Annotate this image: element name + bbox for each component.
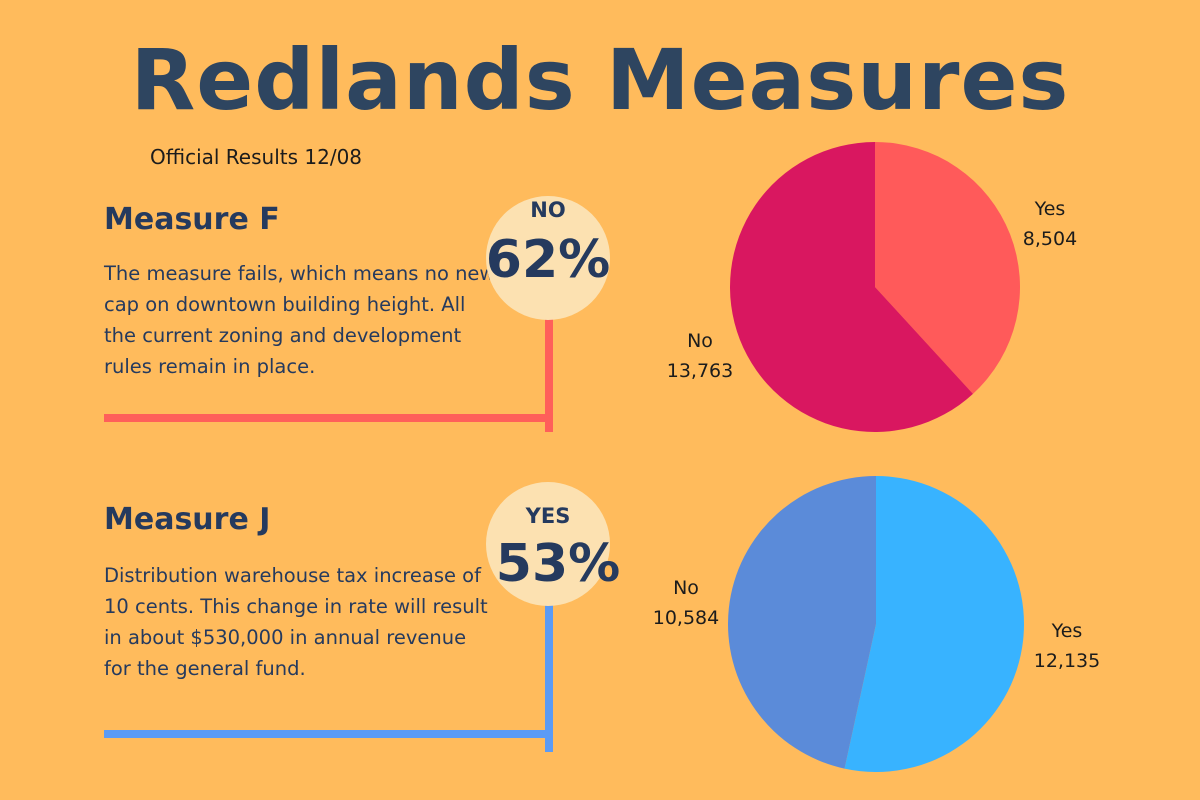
page-subtitle: Official Results 12/08: [150, 145, 363, 169]
measure-j-yes-label: Yes: [1051, 620, 1083, 642]
measure-j-underline: [104, 730, 552, 738]
measure-f-description: The measure fails, which means no new ca…: [104, 262, 496, 378]
measure-j-slice-yes: [844, 476, 1024, 772]
measure-f-result-percent: 62%: [485, 230, 611, 290]
measure-j-no-label: No: [673, 577, 699, 599]
measure-j-description: Distribution warehouse tax increase of 1…: [104, 564, 488, 680]
measure-j-result-badge: YES 53%: [486, 482, 620, 606]
measure-j-pie-label-no: No 10,584: [636, 573, 736, 633]
measure-f-heading: Measure F: [104, 202, 280, 237]
measure-f-pie-chart: [729, 142, 1020, 432]
measure-j-slice-no: [727, 476, 876, 769]
measure-f-pie-label-no: No 13,763: [650, 326, 750, 386]
measure-f-connector: [545, 318, 553, 432]
measure-f-no-label: No: [687, 330, 713, 352]
measure-j-result-label: YES: [525, 504, 571, 528]
measure-j-connector: [545, 600, 553, 752]
measure-f-no-value: 13,763: [666, 360, 734, 382]
measure-f-slice-no: [729, 142, 973, 432]
measure-j-pie-chart: [727, 476, 1024, 772]
measure-j-pie-label-yes: Yes 12,135: [1025, 616, 1109, 676]
measure-j-result-percent: 53%: [495, 534, 621, 594]
measure-f-pie-svg: [729, 142, 1020, 432]
measure-f-pie-label-yes: Yes 8,504: [1010, 194, 1090, 254]
measure-f-result-badge: NO 62%: [486, 196, 610, 320]
measure-f-result-label: NO: [530, 198, 566, 222]
measure-j-yes-value: 12,135: [1033, 650, 1101, 672]
measure-f-yes-label: Yes: [1034, 198, 1066, 220]
measure-f-slice-yes: [875, 142, 1020, 394]
measure-j-pie-svg: [727, 476, 1024, 772]
measure-j-heading: Measure J: [104, 502, 271, 537]
measure-j-no-value: 10,584: [652, 607, 720, 629]
measure-f-underline: [104, 414, 552, 422]
measure-f-yes-value: 8,504: [1022, 228, 1078, 250]
page-title: Redlands Measures: [130, 31, 1070, 129]
